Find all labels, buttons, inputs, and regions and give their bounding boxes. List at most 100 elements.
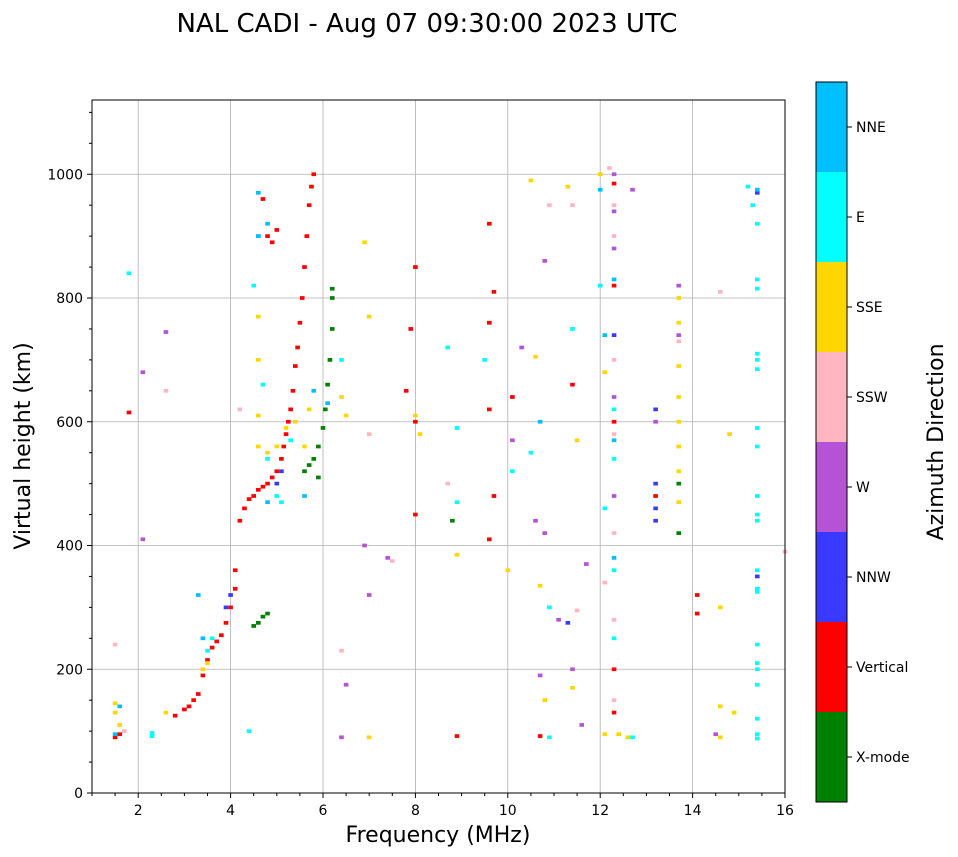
colorbar-label: Azimuth Direction [924, 343, 949, 540]
point-sse [625, 735, 631, 740]
point-x-mode [327, 358, 333, 362]
point-w [542, 531, 548, 535]
point-vertical [611, 419, 617, 424]
x-tick-label: 16 [776, 803, 794, 819]
point-e [510, 469, 515, 474]
point-w [385, 556, 390, 560]
x-tick-label: 4 [226, 803, 235, 819]
point-vertical [172, 713, 178, 718]
point-vertical [219, 633, 224, 638]
point-x-mode [256, 620, 261, 625]
colorbar-tick-label: E [856, 210, 865, 226]
point-vertical [126, 410, 132, 415]
point-e [454, 426, 460, 430]
point-x-mode [676, 481, 682, 486]
y-tick-label: 400 [56, 539, 83, 555]
point-e [754, 642, 760, 647]
point-vertical [408, 327, 414, 331]
colorbar-segment [816, 262, 847, 352]
point-ssw [547, 203, 552, 208]
point-sse [574, 438, 580, 443]
colorbar-frame [815, 81, 848, 803]
point-vertical [232, 586, 238, 591]
point-vertical [246, 497, 252, 501]
point-vertical [306, 203, 312, 208]
point-x-mode [302, 469, 307, 474]
point-sse [676, 364, 682, 368]
point-ssw [122, 729, 127, 733]
point-e [597, 283, 603, 288]
point-vertical [487, 320, 492, 325]
y-tick-label: 800 [56, 291, 83, 307]
x-tick-label: 12 [591, 803, 609, 819]
point-x-mode [316, 475, 321, 480]
point-vertical [288, 407, 293, 412]
point-ssw [611, 531, 617, 535]
point-sse [339, 395, 344, 399]
point-nne [256, 190, 261, 195]
point-sse [256, 358, 261, 362]
point-w [339, 735, 344, 740]
point-vertical [413, 265, 418, 269]
point-x-mode [251, 624, 257, 628]
point-e [754, 682, 760, 687]
point-w [537, 673, 543, 678]
point-nne [754, 187, 760, 192]
point-vertical [570, 382, 575, 387]
point-w [611, 246, 617, 251]
point-sse [676, 469, 682, 474]
point-sse [676, 419, 682, 424]
x-tick-label: 6 [319, 803, 328, 819]
point-sse [565, 184, 571, 189]
point-e [754, 351, 760, 356]
point-vertical [487, 221, 492, 226]
point-vertical [265, 234, 270, 238]
point-w [676, 283, 682, 288]
point-sse [200, 667, 206, 672]
point-e [745, 184, 751, 189]
point-vertical [186, 704, 192, 709]
point-e [445, 345, 451, 350]
point-sse [292, 419, 298, 424]
point-vertical [251, 494, 257, 498]
point-sse [265, 450, 270, 455]
point-nnw [653, 481, 658, 486]
point-w [519, 345, 524, 350]
point-nne [112, 732, 118, 737]
point-e [454, 500, 460, 505]
point-e [754, 667, 760, 672]
point-ssw [611, 358, 617, 362]
point-sse [718, 735, 723, 740]
point-nne [256, 234, 261, 238]
point-ssw [112, 642, 118, 647]
point-e [482, 358, 488, 362]
point-e [754, 426, 760, 430]
y-tick-label: 1000 [47, 167, 83, 183]
point-vertical [195, 692, 201, 696]
point-x-mode [329, 286, 335, 291]
point-x-mode [320, 426, 326, 430]
point-ssw [339, 648, 344, 653]
point-vertical [413, 512, 418, 517]
point-sse [112, 710, 118, 715]
point-vertical [413, 419, 418, 424]
point-vertical [191, 698, 196, 703]
x-tick-label: 8 [411, 803, 420, 819]
point-sse [718, 704, 723, 709]
point-ssw [570, 203, 575, 208]
point-nnw [279, 469, 284, 474]
point-vertical [311, 172, 317, 177]
colorbar: X-mode Vertical NNW W SSW SSE E NNE [815, 81, 910, 803]
point-e [126, 271, 132, 276]
point-sse [362, 240, 367, 245]
point-ssw [237, 407, 243, 412]
point-vertical [454, 734, 460, 738]
point-vertical [537, 734, 543, 738]
colorbar-tick-label: NNE [856, 120, 886, 136]
point-sse [306, 407, 312, 412]
point-sse [676, 500, 682, 505]
point-vertical [290, 388, 296, 393]
point-x-mode [265, 611, 270, 616]
point-e [754, 586, 760, 591]
